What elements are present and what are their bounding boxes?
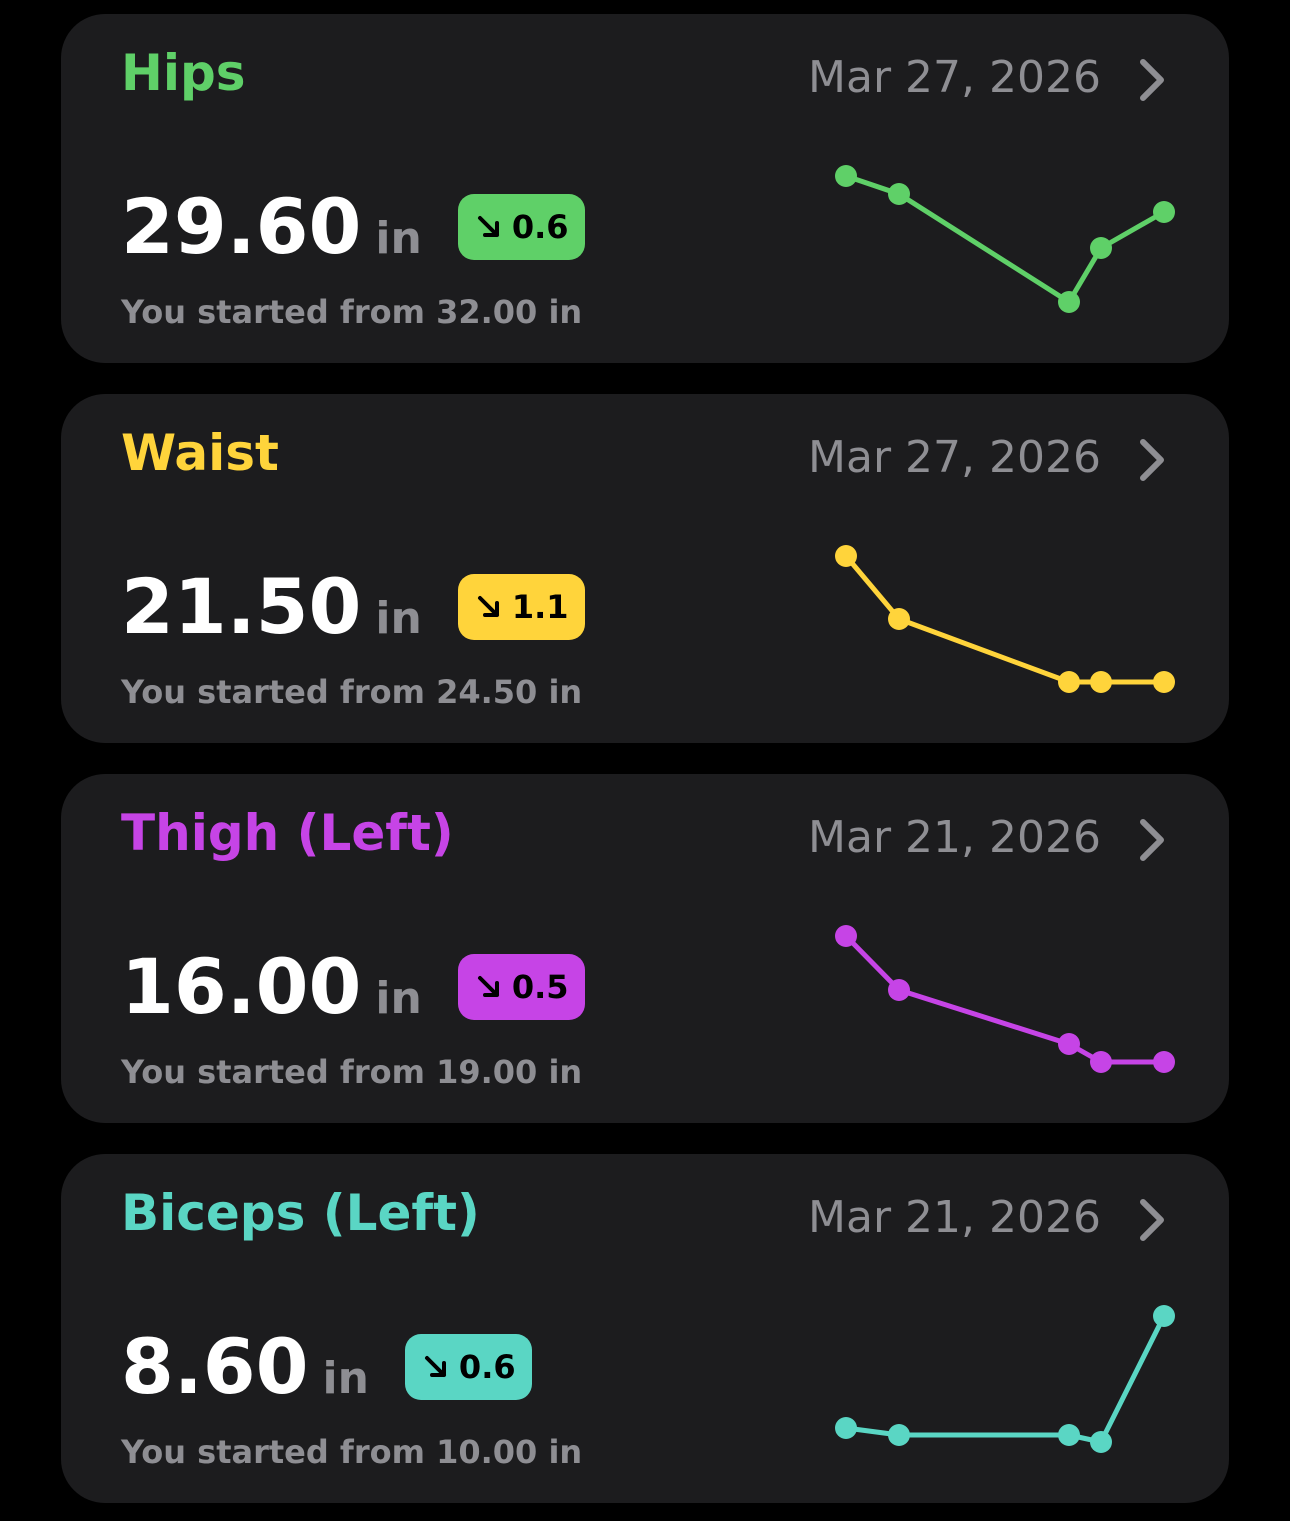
trend-point [835, 165, 857, 187]
unit-label: in [322, 1353, 369, 1404]
change-badge: 0.6 [404, 1334, 532, 1400]
arrow-down-right-icon [477, 976, 499, 997]
trend-point [1058, 671, 1080, 693]
started-from-text: You started from 24.50 in [121, 673, 583, 711]
current-value: 29.60 [121, 182, 362, 271]
card-date: Mar 27, 2026 [808, 432, 1101, 483]
trend-point [1090, 1051, 1112, 1073]
trend-point [1090, 237, 1112, 259]
trend-sparkline [835, 1305, 1175, 1453]
card-date: Mar 21, 2026 [808, 812, 1101, 863]
chevron-right-icon[interactable] [1131, 816, 1171, 864]
trend-point [888, 608, 910, 630]
trend-line [845, 1314, 1167, 1445]
measurement-card-hips[interactable]: Hips Mar 27, 2026 29.60 in 0.6 You start… [61, 14, 1229, 363]
arrow-down-right-icon [477, 596, 499, 617]
measurement-card-biceps-left[interactable]: Biceps (Left) Mar 21, 2026 8.60 in 0.6 Y… [61, 1154, 1229, 1503]
trend-sparkline [835, 545, 1175, 693]
trend-point [1058, 1033, 1080, 1055]
measurement-card-waist[interactable]: Waist Mar 27, 2026 21.50 in 1.1 You star… [61, 394, 1229, 743]
current-value: 8.60 [121, 1322, 309, 1411]
started-from-text: You started from 32.00 in [121, 293, 583, 331]
measurement-card-thigh-left[interactable]: Thigh (Left) Mar 21, 2026 16.00 in 0.5 Y… [61, 774, 1229, 1123]
started-from-text: You started from 10.00 in [121, 1433, 583, 1471]
trend-point [888, 1424, 910, 1446]
change-value: 0.6 [511, 208, 569, 246]
chevron-right-icon[interactable] [1131, 56, 1171, 104]
unit-label: in [375, 593, 422, 644]
trend-sparkline [835, 165, 1175, 313]
trend-point [888, 183, 910, 205]
trend-point [835, 925, 857, 947]
trend-sparkline [835, 925, 1175, 1073]
change-badge: 0.5 [457, 954, 585, 1020]
chevron-right-icon[interactable] [1131, 436, 1171, 484]
current-value: 21.50 [121, 562, 362, 651]
trend-point [1058, 1424, 1080, 1446]
change-badge: 0.6 [457, 194, 585, 260]
value-row: 8.60 in 0.6 [121, 1322, 532, 1412]
trend-point [1153, 1051, 1175, 1073]
chevron-right-icon[interactable] [1131, 1196, 1171, 1244]
card-title: Biceps (Left) [121, 1184, 480, 1242]
value-row: 16.00 in 0.5 [121, 942, 585, 1032]
card-title: Hips [121, 44, 246, 102]
card-title: Waist [121, 424, 279, 482]
arrow-down-right-icon [424, 1356, 446, 1377]
trend-point [1090, 671, 1112, 693]
trend-point [835, 545, 857, 567]
trend-point [1090, 1431, 1112, 1453]
trend-point [1058, 291, 1080, 313]
card-date: Mar 27, 2026 [808, 52, 1101, 103]
arrow-down-right-icon [477, 216, 499, 237]
card-date: Mar 21, 2026 [808, 1192, 1101, 1243]
trend-point [1153, 201, 1175, 223]
started-from-text: You started from 19.00 in [121, 1053, 583, 1091]
card-title: Thigh (Left) [121, 804, 454, 862]
trend-point [1153, 1305, 1175, 1327]
value-row: 21.50 in 1.1 [121, 562, 585, 652]
unit-label: in [375, 973, 422, 1024]
unit-label: in [375, 213, 422, 264]
trend-point [888, 979, 910, 1001]
trend-point [1153, 671, 1175, 693]
value-row: 29.60 in 0.6 [121, 182, 585, 272]
trend-point [835, 1417, 857, 1439]
change-value: 0.6 [458, 1348, 516, 1386]
change-value: 1.1 [511, 588, 569, 626]
change-value: 0.5 [511, 968, 569, 1006]
change-badge: 1.1 [457, 574, 585, 640]
current-value: 16.00 [121, 942, 362, 1031]
